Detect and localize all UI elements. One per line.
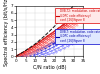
Legend: DVB-T: modulation, code rate
(LDPC code efficiency)
conf. [26]/figure 8: DVB-T: modulation, code rate (LDPC code … [55, 29, 100, 44]
X-axis label: C/N ratio (dB): C/N ratio (dB) [33, 65, 66, 70]
Y-axis label: Spectral efficiency (bit/s/Hz): Spectral efficiency (bit/s/Hz) [4, 0, 9, 66]
